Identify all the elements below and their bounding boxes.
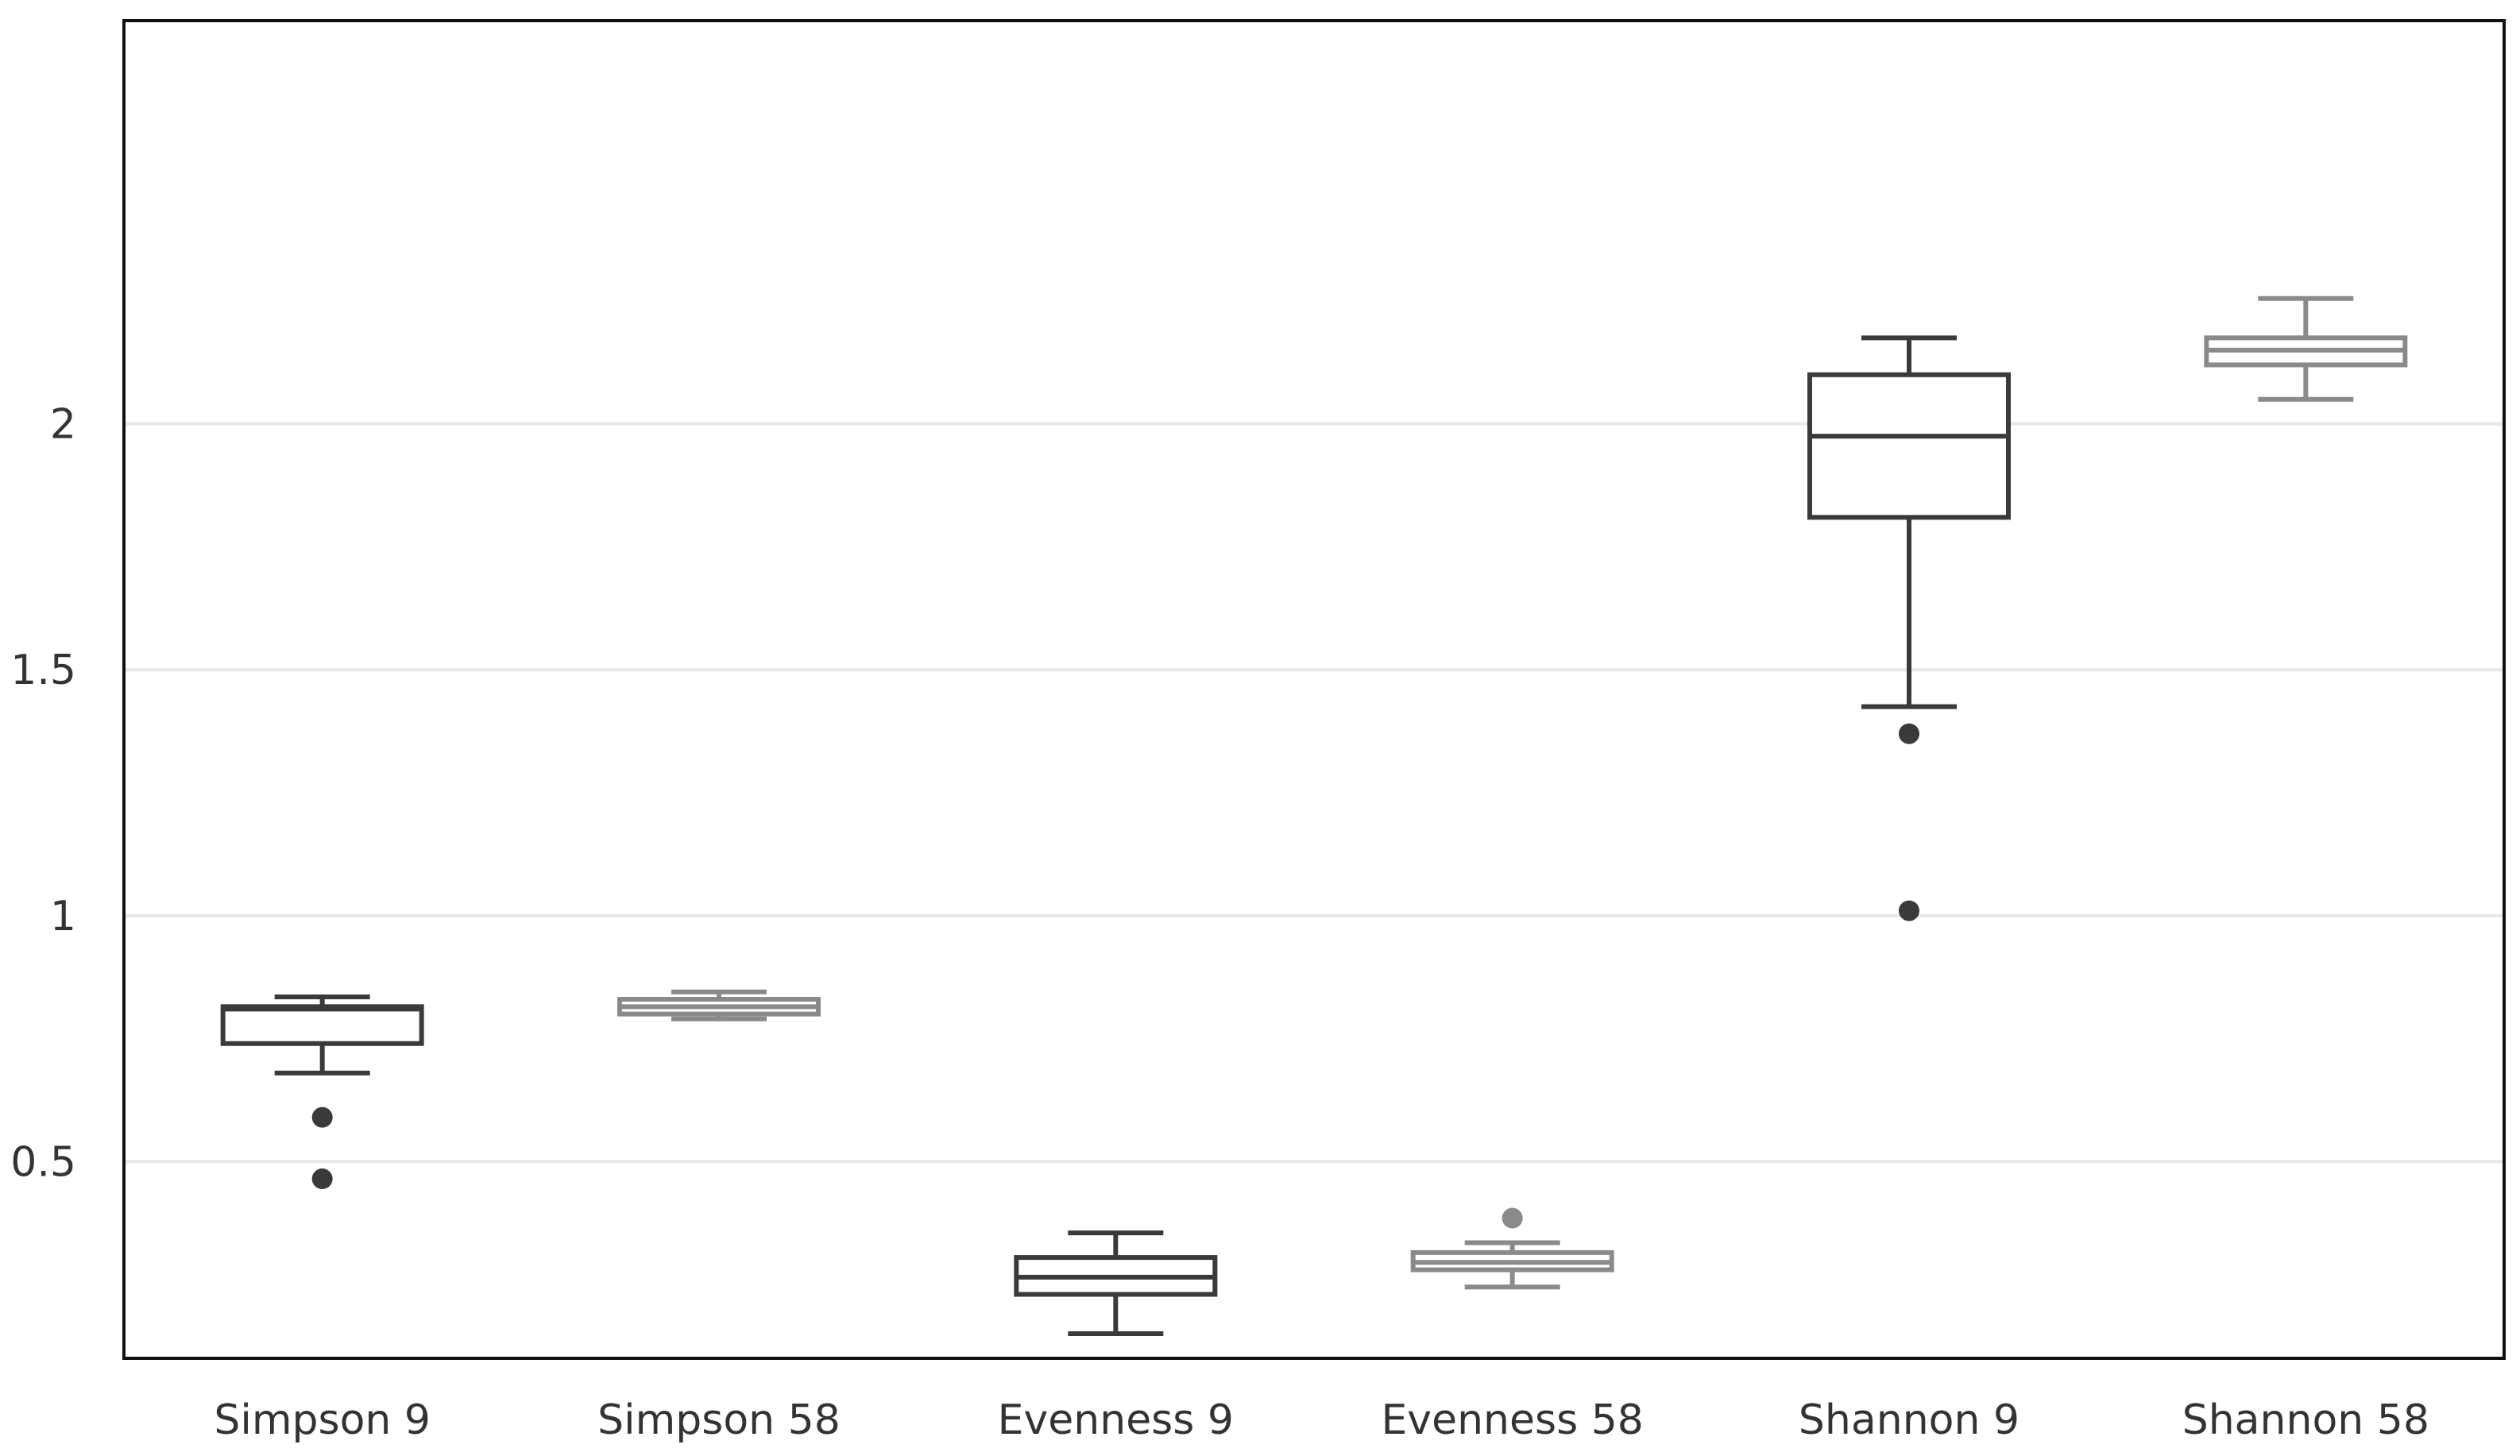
- x-tick-label: Shannon 58: [2182, 1396, 2429, 1444]
- outlier-point: [1502, 1207, 1523, 1229]
- x-tick-label: Evenness 9: [998, 1396, 1234, 1444]
- box-series: [220, 295, 2408, 1337]
- outlier-point: [1899, 900, 1919, 921]
- grid-lines: [124, 422, 2504, 1164]
- box-evenness-58: [1410, 1207, 1614, 1290]
- outlier-point: [311, 1106, 333, 1128]
- x-tick-label: Evenness 58: [1381, 1396, 1643, 1444]
- iqr-box: [220, 1004, 424, 1046]
- y-tick-label: 1.5: [10, 647, 76, 694]
- x-tick-label: Shannon 9: [1799, 1396, 2019, 1444]
- x-tick-label: Simpson 58: [597, 1396, 841, 1444]
- box-evenness-9: [1014, 1230, 1218, 1337]
- box-shannon-9: [1807, 335, 2011, 921]
- outlier-point: [311, 1168, 333, 1190]
- y-axis-tick-labels: 0.5 1 1.5 2: [10, 401, 76, 1187]
- box-simpson-58: [617, 989, 821, 1022]
- box-shannon-58: [2204, 295, 2408, 402]
- y-tick-label: 0.5: [10, 1138, 76, 1186]
- iqr-box: [1807, 372, 2011, 520]
- y-tick-label: 2: [50, 401, 76, 449]
- outlier-point: [1899, 723, 1919, 744]
- plot-frame: [122, 19, 2506, 1360]
- x-axis-tick-labels: Simpson 9 Simpson 58 Evenness 9 Evenness 58…: [214, 1396, 2429, 1444]
- box-simpson-9: [220, 994, 424, 1190]
- y-tick-label: 1: [50, 893, 76, 940]
- x-tick-label: Simpson 9: [214, 1396, 431, 1444]
